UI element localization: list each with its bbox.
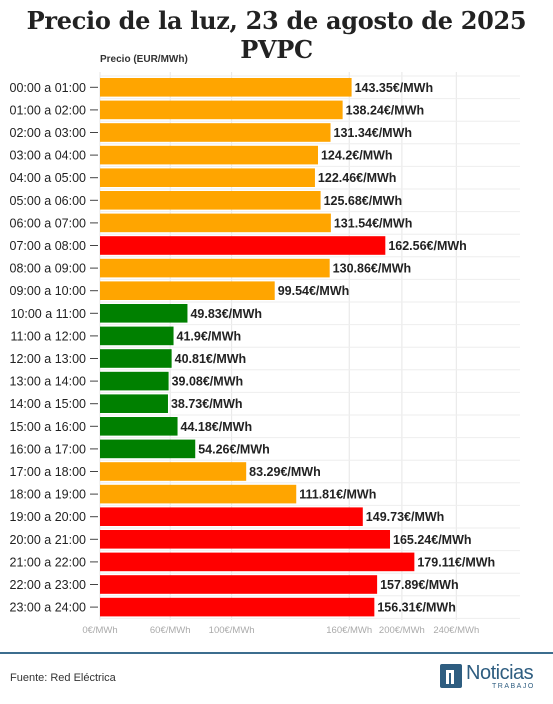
bar (100, 213, 331, 233)
category-label: 10:00 a 11:00 (10, 307, 86, 321)
x-tick-label: 160€/MWh (326, 625, 372, 636)
category-label: 11:00 a 12:00 (10, 329, 86, 343)
data-label: 99.54€/MWh (278, 284, 350, 298)
category-label: 01:00 a 02:00 (10, 103, 87, 117)
bar (100, 575, 378, 594)
data-label: 125.68€/MWh (324, 194, 403, 208)
bar (100, 507, 363, 526)
bar (100, 552, 415, 572)
category-label: 07:00 a 08:00 (10, 239, 87, 253)
data-label: 40.81€/MWh (175, 352, 247, 366)
data-label: 44.18€/MWh (181, 420, 253, 434)
x-tick-label: 200€/MWh (379, 625, 425, 636)
brand-logo: Noticias TRABAJO (440, 662, 545, 692)
category-label: 19:00 a 20:00 (10, 510, 87, 524)
data-label: 41.9€/MWh (177, 329, 242, 343)
bar-chart: Precio (EUR/MWh) 0€/MWh 60€/MWh 100€/MWh 160… (10, 54, 520, 636)
bar (100, 258, 330, 278)
category-label: 21:00 a 22:00 (10, 555, 87, 569)
category-label: 00:00 a 01:00 (10, 81, 87, 95)
category-label: 14:00 a 15:00 (10, 397, 87, 411)
category-label: 13:00 a 14:00 (10, 375, 87, 389)
logo-mark-icon (440, 664, 462, 688)
data-label: 162.56€/MWh (388, 239, 467, 253)
data-label: 39.08€/MWh (172, 375, 244, 389)
bar (100, 417, 178, 436)
data-label: 130.86€/MWh (333, 262, 412, 276)
data-label: 54.26€/MWh (198, 442, 270, 456)
category-label: 22:00 a 23:00 (10, 578, 87, 592)
category-label: 02:00 a 03:00 (10, 126, 87, 140)
bar (100, 484, 297, 504)
data-label: 49.83€/MWh (190, 307, 262, 321)
category-label: 20:00 a 21:00 (10, 533, 87, 547)
bar (100, 462, 247, 481)
data-label: 124.2€/MWh (321, 149, 393, 163)
bar (100, 349, 172, 368)
category-label: 17:00 a 18:00 (10, 465, 87, 479)
x-tick-label: 0€/MWh (82, 625, 117, 636)
data-label: 83.29€/MWh (249, 465, 321, 479)
bar (100, 168, 315, 187)
bar (100, 530, 391, 549)
chart-title: Precio de la luz, 23 de agosto de 2025 P… (26, 6, 527, 64)
data-label: 111.81€/MWh (299, 488, 376, 502)
category-label: 03:00 a 04:00 (10, 149, 87, 163)
bar (100, 371, 169, 391)
bar (100, 597, 375, 617)
bar (100, 123, 331, 142)
category-label: 16:00 a 17:00 (10, 442, 87, 456)
data-label: 165.24€/MWh (393, 533, 472, 547)
logo-subtitle: TRABAJO (492, 683, 535, 690)
data-label: 149.73€/MWh (366, 510, 445, 524)
category-label: 06:00 a 07:00 (10, 216, 87, 230)
axis-label: Precio (EUR/MWh) (100, 54, 188, 65)
source-note: Fuente: Red Eléctrica (10, 672, 116, 684)
bar (100, 304, 188, 323)
data-label: 131.54€/MWh (334, 216, 413, 230)
x-tick-label: 240€/MWh (433, 625, 479, 636)
bar (100, 326, 174, 346)
x-tick-label: 60€/MWh (150, 625, 191, 636)
data-label: 122.46€/MWh (318, 171, 397, 185)
bar (100, 281, 275, 300)
category-label: 09:00 a 10:00 (10, 284, 87, 298)
x-tick-label: 100€/MWh (209, 625, 255, 636)
data-label: 138.24€/MWh (346, 103, 425, 117)
category-label: 08:00 a 09:00 (10, 262, 87, 276)
logo-name: Noticias (466, 662, 534, 684)
bar (100, 394, 168, 413)
data-label: 157.89€/MWh (380, 578, 459, 592)
bar (100, 191, 321, 210)
category-label: 04:00 a 05:00 (10, 171, 87, 185)
footer-divider (0, 652, 553, 654)
data-label: 38.73€/MWh (171, 397, 243, 411)
data-label: 156.31€/MWh (377, 601, 456, 615)
category-label: 15:00 a 16:00 (10, 420, 87, 434)
data-label: 143.35€/MWh (355, 81, 434, 95)
bar (100, 145, 318, 165)
bar (100, 236, 386, 255)
category-label: 18:00 a 19:00 (10, 488, 87, 502)
data-label: 131.34€/MWh (334, 126, 413, 140)
data-label: 179.11€/MWh (417, 555, 495, 569)
bar (100, 100, 343, 120)
category-label: 23:00 a 24:00 (10, 601, 87, 615)
bar (100, 78, 352, 97)
category-label: 05:00 a 06:00 (10, 194, 87, 208)
category-label: 12:00 a 13:00 (10, 352, 87, 366)
bar (100, 439, 196, 459)
